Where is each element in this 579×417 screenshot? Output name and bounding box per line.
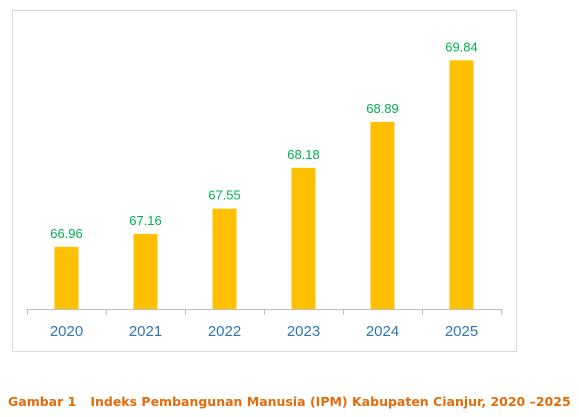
caption-text: Indeks Pembangunan Manusia (IPM) Kabupat…: [90, 394, 571, 409]
x-tick-label-2024: 2024: [366, 323, 399, 340]
caption-number: Gambar 1: [8, 394, 77, 409]
x-tick-label-2025: 2025: [445, 323, 478, 340]
bar-2023: [291, 167, 316, 309]
bar-2024: [370, 121, 395, 309]
x-tick-label-2022: 2022: [208, 323, 241, 340]
data-label-2021: 67.16: [129, 213, 162, 228]
x-tick-label-2023: 2023: [287, 323, 320, 340]
bar-2020: [54, 246, 79, 309]
data-label-2025: 69.84: [445, 39, 478, 54]
data-label-2022: 67.55: [208, 188, 241, 203]
figure-caption: Gambar 1 Indeks Pembangunan Manusia (IPM)…: [8, 394, 571, 409]
x-tick-label-2021: 2021: [129, 323, 162, 340]
x-tick-label-2020: 2020: [50, 323, 83, 340]
bar-2025: [449, 60, 474, 309]
data-label-2024: 68.89: [366, 101, 399, 116]
chart-frame: [12, 10, 517, 352]
bar-2022: [212, 208, 237, 309]
bar-2021: [133, 233, 158, 309]
data-label-2023: 68.18: [287, 147, 320, 162]
data-label-2020: 66.96: [50, 226, 83, 241]
